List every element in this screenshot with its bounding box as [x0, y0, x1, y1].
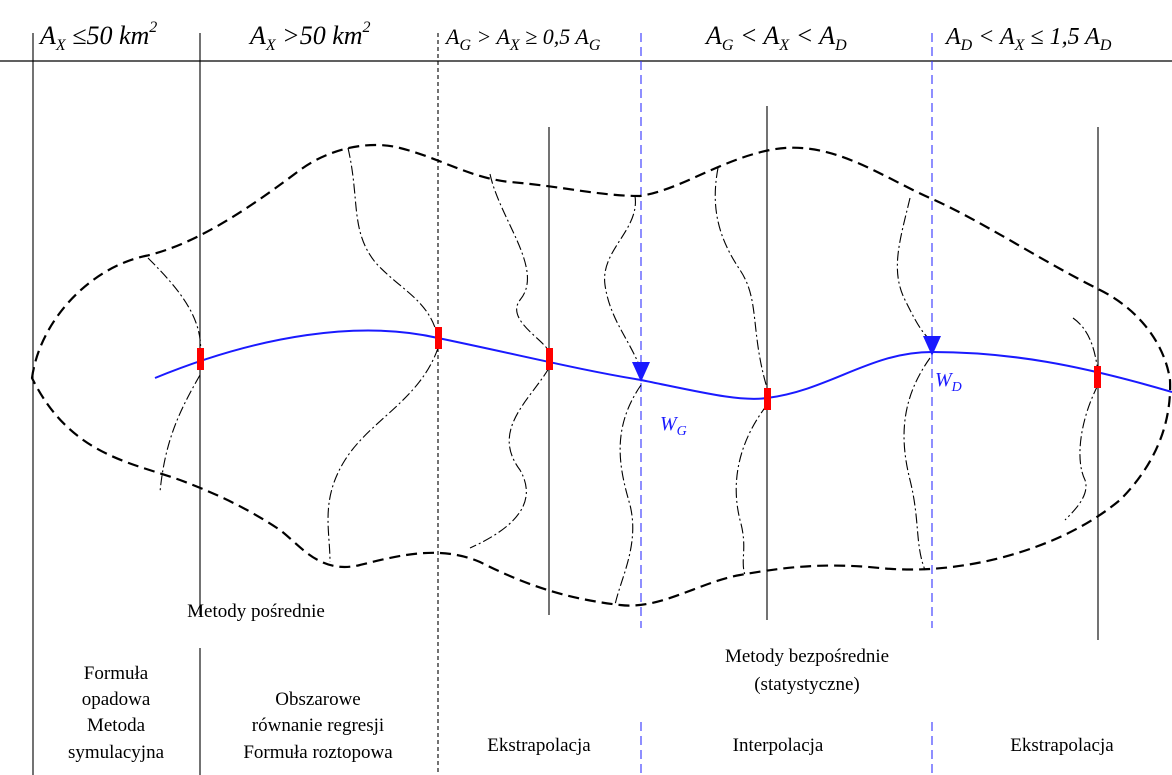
- label-extrapolation-right: Ekstrapolacja: [1010, 735, 1114, 756]
- divide-line: [469, 367, 550, 549]
- divide-line: [714, 167, 768, 389]
- divide-line: [147, 257, 202, 359]
- label-col1-line2: opadowa: [82, 689, 151, 710]
- section-mark: [197, 348, 204, 370]
- divide-line: [1072, 317, 1099, 373]
- divide-line: [159, 374, 201, 493]
- divide-line: [347, 147, 439, 339]
- label-direct-methods-sub: (statystyczne): [754, 674, 860, 695]
- label-col2-line2: równanie regresji: [252, 715, 384, 736]
- section-mark: [1094, 366, 1101, 388]
- header-col2: AX >50 km2: [248, 19, 371, 54]
- divide-line: [327, 347, 439, 563]
- divide-line: [604, 195, 642, 371]
- divide-line: [903, 357, 931, 571]
- label-extrapolation-left: Ekstrapolacja: [487, 735, 591, 756]
- label-col1-line1: Formuła: [84, 663, 149, 684]
- divide-line: [489, 173, 550, 353]
- divide-line: [735, 404, 768, 576]
- catchment-boundary: [30, 143, 1172, 607]
- label-col2-line1: Obszarowe: [275, 689, 360, 710]
- label-col1-line3: Metoda: [87, 715, 146, 736]
- header-col4: AG < AX < AD: [704, 21, 847, 54]
- section-mark: [435, 327, 442, 349]
- header-col1: AX ≤50 km2: [38, 19, 157, 54]
- gauge-triangle-wg: [632, 362, 650, 382]
- divide-line: [896, 197, 931, 341]
- section-mark: [546, 348, 553, 370]
- header-col5: AD < AX ≤ 1,5 AD: [944, 24, 1112, 54]
- label-interpolation: Interpolacja: [733, 735, 824, 756]
- river: [154, 329, 1172, 400]
- section-marks: [197, 327, 1101, 410]
- label-indirect-methods: Metody pośrednie: [187, 601, 325, 622]
- label-col1-line4: symulacyjna: [68, 742, 165, 763]
- sub-catchment-divides: [147, 147, 1099, 606]
- gauge-triangle-wd: [923, 336, 941, 356]
- section-mark: [764, 388, 771, 410]
- label-direct-methods: Metody bezpośrednie: [725, 646, 889, 667]
- divide-line: [1064, 384, 1099, 521]
- divide-line: [614, 384, 642, 606]
- gauge-label-wg: WG: [660, 413, 687, 439]
- gauge-label-wd: WD: [935, 369, 962, 395]
- label-col2-line3: Formuła roztopowa: [243, 742, 393, 763]
- header-col3: AG > AX ≥ 0,5 AG: [444, 24, 601, 54]
